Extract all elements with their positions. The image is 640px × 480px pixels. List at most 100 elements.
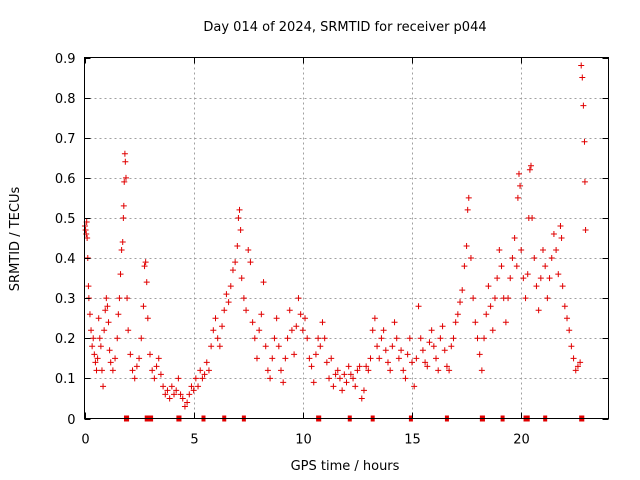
data-point <box>138 335 145 342</box>
data-point <box>93 367 100 374</box>
data-point <box>389 343 396 350</box>
data-point <box>188 383 195 390</box>
data-point <box>404 351 411 358</box>
data-point <box>97 343 104 350</box>
data-point <box>358 395 365 402</box>
data-point <box>269 355 276 362</box>
x-tick-label: 10 <box>295 433 312 448</box>
data-point <box>430 343 437 350</box>
data-point <box>535 307 542 314</box>
data-point <box>121 150 128 157</box>
data-point <box>82 226 89 233</box>
data-point <box>195 383 202 390</box>
data-point <box>115 311 122 318</box>
x-tick-label: 15 <box>404 433 421 448</box>
data-point <box>247 259 254 266</box>
data-point <box>120 202 127 209</box>
x-axis-label: GPS time / hours <box>291 459 400 474</box>
data-point <box>330 383 337 390</box>
data-point <box>371 315 378 322</box>
data-point <box>478 367 485 374</box>
data-point <box>452 319 459 326</box>
data-point <box>258 311 265 318</box>
data-point <box>345 363 352 370</box>
data-point <box>332 371 339 378</box>
data-point <box>315 335 322 342</box>
data-point <box>291 351 298 358</box>
data-point <box>262 343 269 350</box>
data-point <box>89 343 96 350</box>
data-point <box>119 239 126 246</box>
y-tick-label: 0.6 <box>55 172 76 187</box>
data-point <box>546 275 553 282</box>
data-point <box>121 178 128 185</box>
data-point <box>237 226 244 233</box>
x-tick-label: 0 <box>81 433 89 448</box>
data-point <box>422 359 429 366</box>
data-point <box>223 291 230 298</box>
data-point <box>212 315 219 322</box>
data-point <box>457 299 464 306</box>
data-point <box>487 303 494 310</box>
data-point <box>464 206 471 213</box>
data-point <box>260 279 267 286</box>
data-point <box>511 235 518 241</box>
data-point <box>417 335 424 342</box>
data-point <box>147 351 153 358</box>
data-point <box>574 363 581 370</box>
data-point <box>96 335 103 342</box>
data-point <box>428 327 435 334</box>
data-point <box>310 379 317 386</box>
data-point <box>100 383 107 390</box>
data-point <box>102 307 109 314</box>
data-point <box>177 391 184 398</box>
data-point <box>419 347 426 354</box>
data-point <box>253 355 260 362</box>
data-point <box>577 359 584 366</box>
data-point <box>553 247 560 254</box>
data-point <box>441 347 448 354</box>
data-point <box>293 323 300 330</box>
data-point <box>489 327 496 334</box>
data-point <box>171 391 178 398</box>
data-point <box>190 387 197 394</box>
data-point <box>295 295 302 302</box>
data-point <box>522 295 529 302</box>
data-point <box>566 327 573 334</box>
data-point <box>402 375 409 382</box>
data-point <box>157 371 164 378</box>
data-point <box>323 359 330 366</box>
data-point <box>424 363 431 370</box>
data-point <box>91 351 98 358</box>
data-point <box>236 206 243 213</box>
data-point <box>210 327 217 334</box>
y-tick-label: 0.3 <box>55 292 76 307</box>
data-point <box>387 367 394 374</box>
data-point <box>561 303 568 310</box>
data-point <box>570 355 577 362</box>
data-point <box>474 335 481 342</box>
data-point <box>564 315 571 322</box>
data-point <box>393 335 400 342</box>
data-point <box>517 182 524 189</box>
data-point <box>409 359 415 366</box>
data-point <box>448 343 455 350</box>
data-point <box>275 343 282 350</box>
data-point <box>526 166 533 173</box>
data-point <box>494 275 501 282</box>
data-point <box>116 295 123 302</box>
y-tick-label: 0.1 <box>55 372 76 387</box>
data-point <box>256 327 263 334</box>
data-point <box>542 263 549 270</box>
data-point <box>133 363 140 370</box>
chart-title: Day 014 of 2024, SRMTID for receiver p04… <box>203 20 486 35</box>
data-point <box>411 383 418 390</box>
data-point <box>304 335 311 342</box>
data-point <box>465 194 472 201</box>
data-point <box>470 295 477 302</box>
data-point <box>395 355 402 362</box>
data-point <box>203 359 210 366</box>
plot-frame <box>84 57 609 419</box>
data-point <box>197 367 204 374</box>
